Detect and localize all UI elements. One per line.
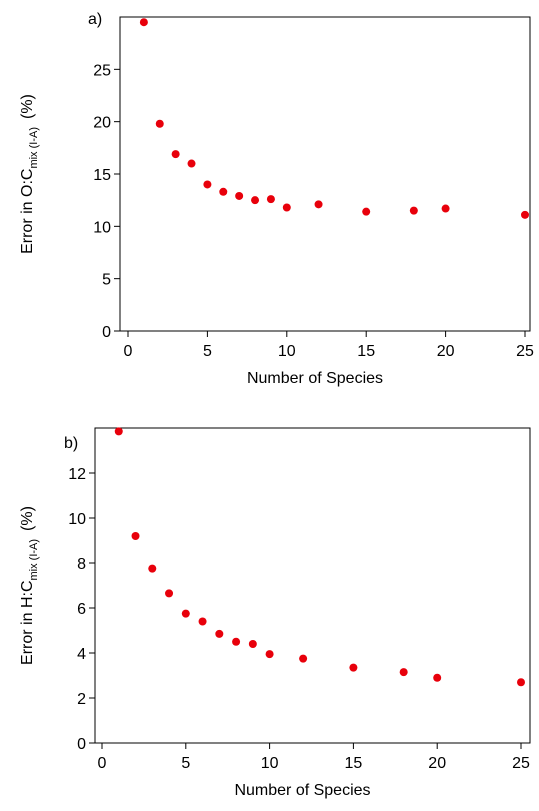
x-tick-label: 15 xyxy=(357,343,375,360)
plot-frame xyxy=(119,16,531,332)
panel-label: b) xyxy=(64,435,78,452)
y-tick-label: 5 xyxy=(102,272,111,289)
data-point xyxy=(171,150,180,159)
data-point xyxy=(187,159,196,168)
data-point xyxy=(409,206,418,215)
x-tick-label: 20 xyxy=(437,343,455,360)
data-point xyxy=(265,650,274,659)
plot-frame xyxy=(94,427,531,744)
data-point xyxy=(131,532,140,540)
x-tick-label: 5 xyxy=(203,343,212,360)
x-tick-label: 20 xyxy=(428,755,446,772)
data-point xyxy=(433,673,442,682)
panel-label: a) xyxy=(88,11,102,28)
data-point xyxy=(198,617,207,626)
data-point xyxy=(139,18,148,27)
y-axis-title-unit: (%) xyxy=(19,506,36,531)
y-tick-label: 12 xyxy=(68,466,86,483)
data-point xyxy=(148,564,157,573)
data-point xyxy=(314,200,323,209)
y-tick-label: 20 xyxy=(93,115,111,132)
y-axis-title-main: Error in O:C xyxy=(19,169,36,254)
y-axis-title-unit: (%) xyxy=(19,94,36,119)
data-point xyxy=(441,204,450,213)
y-tick-label: 0 xyxy=(102,324,111,341)
data-point xyxy=(155,119,164,128)
data-point xyxy=(215,629,224,638)
data-point xyxy=(248,640,257,648)
x-tick-label: 10 xyxy=(261,755,279,772)
data-point xyxy=(181,609,190,618)
x-tick-label: 15 xyxy=(345,755,363,772)
data-point xyxy=(399,668,408,677)
y-tick-label: 4 xyxy=(77,646,86,663)
y-axis-title-main: Error in H:C xyxy=(19,580,36,664)
y-tick-label: 0 xyxy=(77,736,86,753)
data-point xyxy=(517,678,525,687)
y-axis-title: Error in H:Cmix (I-A) (%) xyxy=(19,506,40,665)
chart-panel-1: 0 5 10 15 20 25 0 5 10 15 20 25 Number of Species Err… xyxy=(19,11,534,387)
data-point xyxy=(232,637,241,646)
data-point xyxy=(349,663,358,672)
data-point xyxy=(114,427,123,436)
x-tick-label: 10 xyxy=(278,343,296,360)
data-point xyxy=(266,195,275,204)
data-point xyxy=(235,191,244,200)
x-tick-label: 0 xyxy=(124,343,133,360)
data-point xyxy=(362,207,371,216)
y-axis-title-subscript: mix (I-A) xyxy=(28,539,40,581)
x-tick-label: 25 xyxy=(512,755,530,772)
x-tick-label: 5 xyxy=(181,755,190,772)
data-point xyxy=(203,180,212,189)
chart-panel-2: 0 5 10 15 20 25 0 2 4 6 8 10 12 Number of Species Erro… xyxy=(19,427,531,799)
y-tick-label: 15 xyxy=(93,167,111,184)
x-tick-label: 25 xyxy=(516,343,534,360)
y-tick-label: 25 xyxy=(93,62,111,79)
y-axis-title-subscript: mix (I-A) xyxy=(28,127,40,169)
data-point xyxy=(251,196,260,205)
y-tick-label: 6 xyxy=(77,601,86,618)
data-point xyxy=(299,654,308,663)
data-point xyxy=(165,589,174,598)
y-tick-label: 10 xyxy=(68,511,86,528)
y-tick-label: 2 xyxy=(77,691,86,708)
x-axis-title: Number of Species xyxy=(234,782,370,799)
data-point xyxy=(282,203,291,212)
y-tick-label: 8 xyxy=(77,556,86,573)
x-axis-title: Number of Species xyxy=(247,370,383,387)
x-tick-label: 0 xyxy=(98,755,107,772)
data-point xyxy=(521,210,529,219)
y-axis-title: Error in O:Cmix (I-A) (%) xyxy=(19,94,40,254)
data-point xyxy=(219,187,228,196)
y-tick-label: 10 xyxy=(93,219,111,236)
